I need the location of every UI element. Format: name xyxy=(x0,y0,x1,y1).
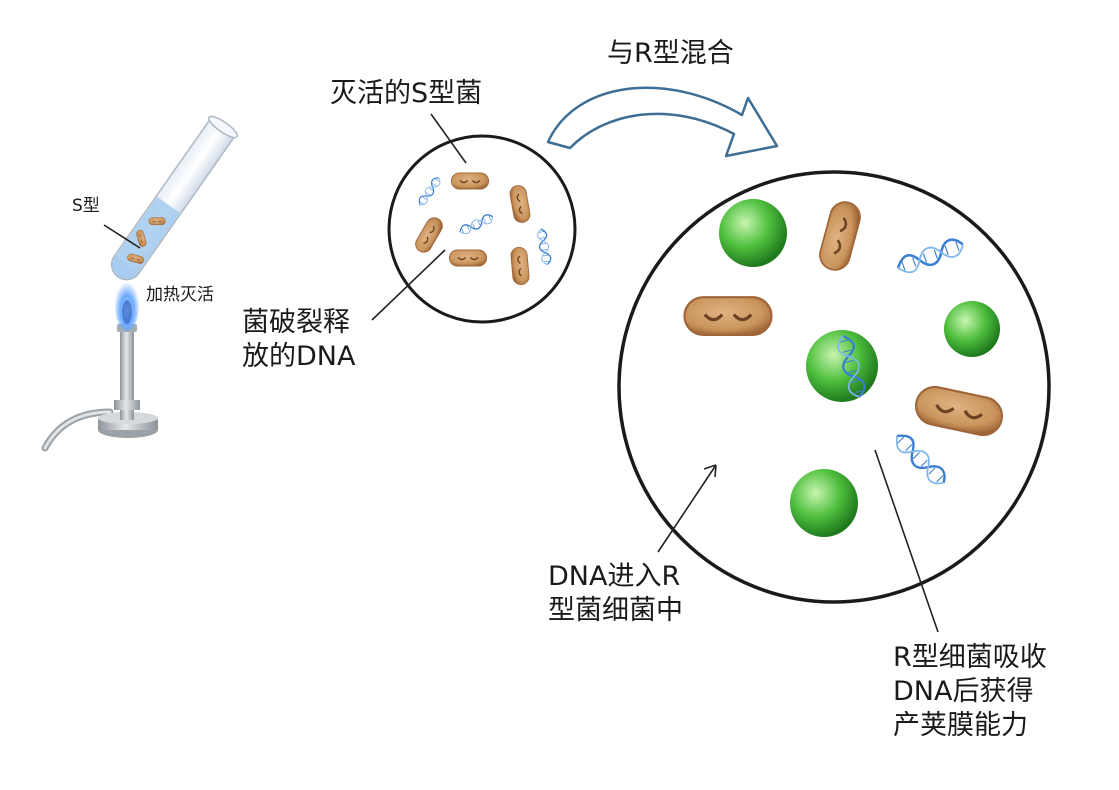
s-bacterium-icon xyxy=(450,172,490,190)
killed-s-dish xyxy=(387,134,577,324)
label-mix-with-r: 与R型混合 xyxy=(607,38,734,69)
r-bacterium-icon xyxy=(944,301,1000,357)
label-heat-killed-s: 灭活的S型菌 xyxy=(330,78,483,109)
s-bacterium-icon xyxy=(448,249,488,267)
r-bacterium-icon xyxy=(806,330,878,402)
label-heat-kill: 加热灭活 xyxy=(146,285,214,305)
label-released-dna: 菌破裂释 放的DNA xyxy=(242,307,356,372)
r-bacterium-icon xyxy=(719,199,787,267)
s-type-leader xyxy=(103,224,141,249)
curved-arrow-icon xyxy=(546,86,779,158)
killed-s-leader xyxy=(430,113,467,164)
r-bacterium-icon xyxy=(790,469,858,537)
label-s-type: S型 xyxy=(72,196,100,216)
bunsen-burner-icon xyxy=(41,324,158,452)
s-bacterium-icon xyxy=(148,217,166,226)
released-dna-leader xyxy=(371,249,446,321)
label-r-absorbs: R型细菌吸收 DNA后获得 产荚膜能力 xyxy=(893,642,1047,741)
test-tube-icon xyxy=(110,115,238,281)
s-bacterium-icon xyxy=(509,246,531,286)
dna-enters-leader xyxy=(657,464,717,553)
r-absorbs-leader xyxy=(874,449,939,633)
flame-icon xyxy=(115,279,139,331)
label-dna-enters: DNA进入R 型菌细菌中 xyxy=(548,561,683,626)
